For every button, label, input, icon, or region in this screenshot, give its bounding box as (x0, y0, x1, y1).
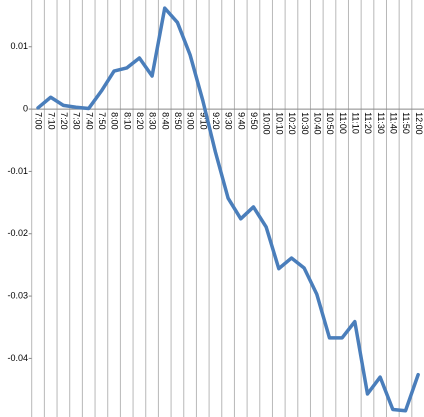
x-tick-label: 10:30 (300, 112, 310, 135)
x-tick-label: 8:20 (135, 112, 145, 130)
x-tick-label: 11:50 (401, 112, 411, 134)
x-tick-label: 7:10 (46, 112, 56, 130)
y-tick-label: -0.01 (7, 166, 28, 176)
x-tick-label: 10:20 (287, 112, 297, 135)
x-tick-label: 8:40 (160, 112, 170, 130)
x-tick-label: 9:30 (224, 112, 234, 130)
x-tick-label: 8:30 (148, 112, 158, 130)
x-tick-label: 11:10 (350, 112, 360, 134)
x-tick-label: 7:30 (72, 112, 82, 130)
y-tick-label: -0.02 (7, 228, 28, 238)
y-tick-label: 0 (23, 103, 28, 113)
x-tick-label: 7:50 (97, 112, 107, 130)
x-tick-label: 7:00 (34, 112, 44, 130)
x-tick-label: 8:50 (173, 112, 183, 130)
x-tick-label: 7:20 (59, 112, 69, 130)
x-tick-label: 10:10 (274, 112, 284, 135)
x-tick-label: 11:00 (338, 112, 348, 134)
x-tick-label: 11:30 (376, 112, 386, 134)
series-line (36, 6, 420, 413)
x-tick-label: 11:20 (363, 112, 373, 134)
x-tick-label: 9:40 (236, 112, 246, 130)
x-tick-label: 7:40 (84, 112, 94, 130)
x-tick-label: 10:40 (312, 112, 322, 135)
y-tick-label: -0.03 (7, 290, 28, 300)
x-tick-label: 9:00 (186, 112, 196, 130)
x-tick-label: 9:20 (211, 112, 221, 130)
y-tick-label: 0.01 (10, 41, 28, 51)
y-tick-label: -0.04 (7, 353, 28, 363)
x-tick-label: 12:00 (414, 112, 424, 135)
x-tick-label: 10:50 (325, 112, 335, 135)
x-tick-label: 10:00 (262, 112, 272, 135)
x-tick-label: 8:00 (110, 112, 120, 130)
x-tick-label: 9:50 (249, 112, 259, 130)
x-tick-label: 9:10 (198, 112, 208, 130)
x-tick-label: 8:10 (122, 112, 132, 130)
x-tick-label: 11:40 (388, 112, 398, 134)
